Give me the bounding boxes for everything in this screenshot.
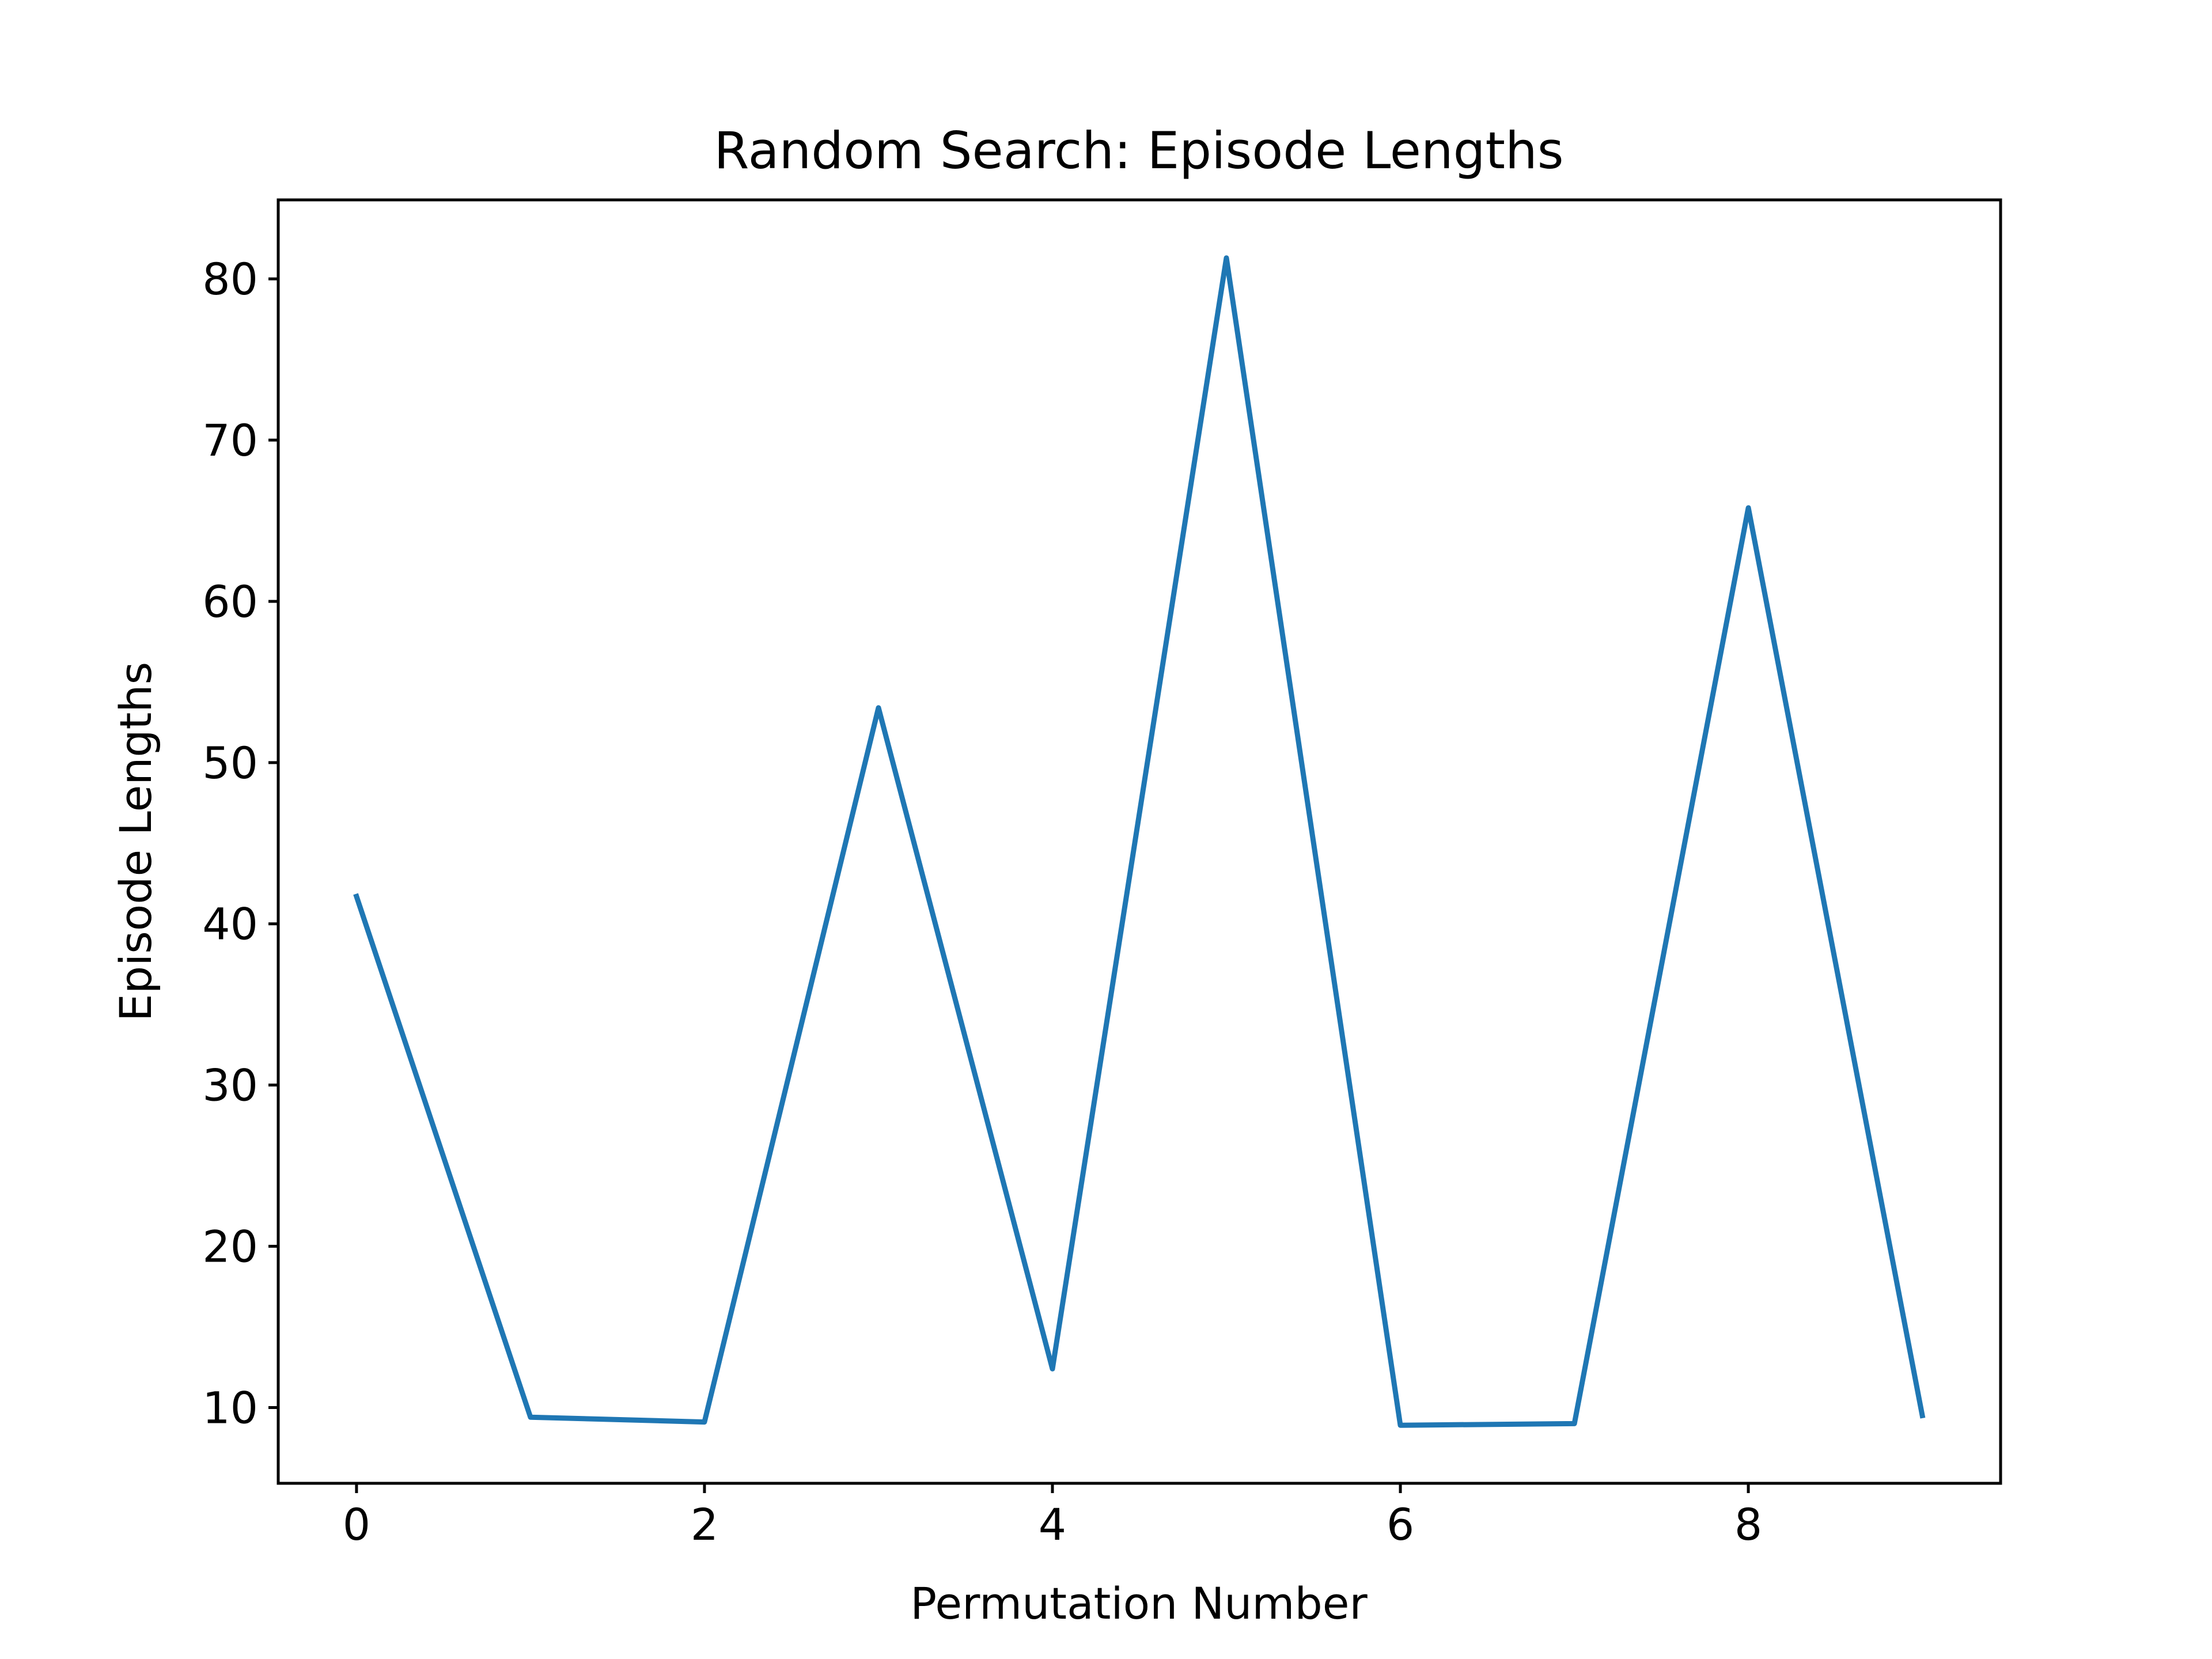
x-tick-label: 8 <box>1734 1499 1762 1550</box>
y-tick-label: 20 <box>202 1221 258 1272</box>
y-tick-label: 60 <box>202 576 258 627</box>
y-tick-label: 80 <box>202 253 258 305</box>
y-axis-label: Episode Lengths <box>110 662 161 1021</box>
x-tick-label: 4 <box>1039 1499 1066 1550</box>
series-line <box>353 255 1926 1428</box>
data-point <box>1572 1421 1577 1426</box>
plot-area <box>353 255 1926 1428</box>
x-tick-label: 2 <box>691 1499 718 1550</box>
data-point <box>1920 1413 1925 1418</box>
x-axis-ticks: 0 2 4 6 8 <box>343 1483 1762 1550</box>
data-point <box>354 894 359 899</box>
y-tick-label: 10 <box>202 1382 258 1433</box>
y-tick-label: 30 <box>202 1060 258 1111</box>
data-point <box>1224 256 1229 260</box>
y-tick-label: 70 <box>202 415 258 466</box>
data-point <box>702 1420 707 1425</box>
y-tick-label: 50 <box>202 737 258 789</box>
data-point <box>528 1415 533 1419</box>
axes-frame <box>276 198 2002 1485</box>
y-tick-label: 40 <box>202 899 258 950</box>
x-tick-label: 6 <box>1387 1499 1414 1550</box>
data-point <box>1050 1366 1055 1371</box>
x-tick-label: 0 <box>343 1499 370 1550</box>
data-point <box>1398 1423 1403 1427</box>
chart-title: Random Search: Episode Lengths <box>714 121 1563 180</box>
data-point <box>876 706 881 710</box>
y-axis-ticks: 10 20 30 40 50 60 70 80 <box>202 253 278 1433</box>
data-point <box>1746 506 1751 510</box>
x-axis-label: Permutation Number <box>910 1578 1368 1629</box>
